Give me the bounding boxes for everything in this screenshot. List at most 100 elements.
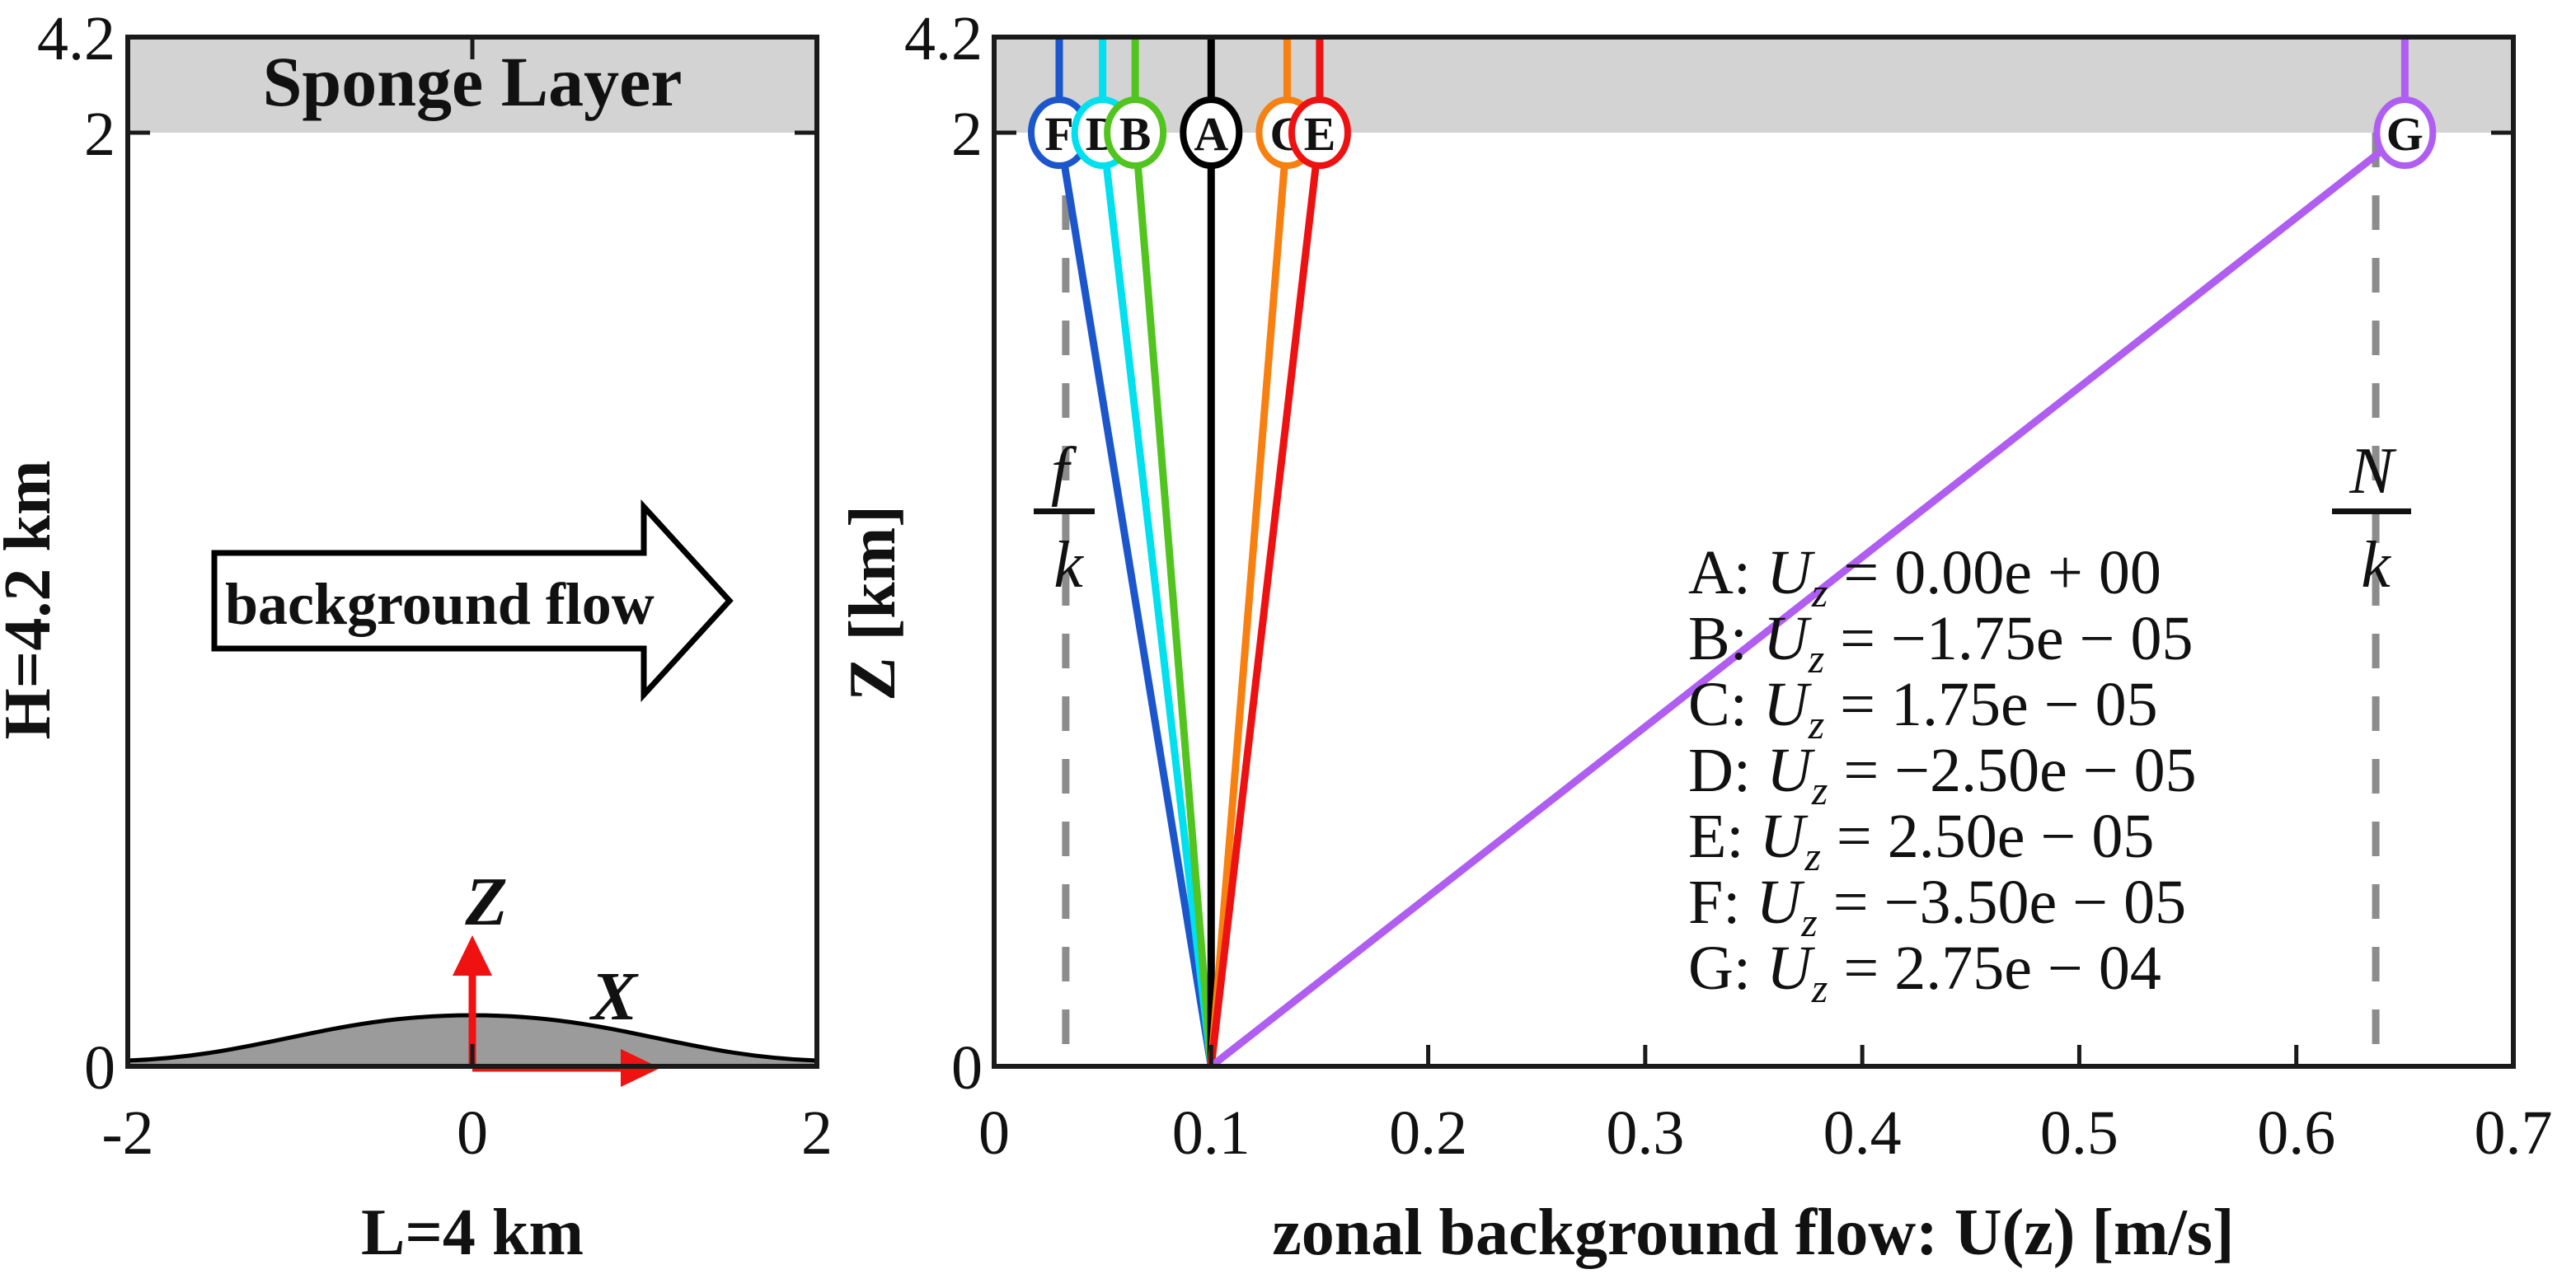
left-xtick-0: 0 bbox=[457, 1098, 488, 1168]
right-xtick-0.1: 0.1 bbox=[1172, 1098, 1250, 1168]
left-xtick-2: 2 bbox=[801, 1098, 833, 1168]
legend-sub-D: z bbox=[1811, 767, 1828, 813]
left-ytick-4.2: 4.2 bbox=[37, 4, 115, 73]
right-xaxis-title: zonal background flow: U(z) [m/s] bbox=[1272, 1197, 2234, 1269]
left-xtick--2: -2 bbox=[101, 1098, 153, 1168]
marker-circle-G bbox=[2373, 96, 2437, 169]
n-over-k-bar bbox=[2332, 508, 2411, 514]
legend-label-A: A: bbox=[1688, 538, 1767, 607]
f-over-k-bar bbox=[1034, 508, 1095, 514]
right-xtick-0.5: 0.5 bbox=[2040, 1098, 2119, 1168]
profile-line-C bbox=[1207, 132, 1291, 1067]
z-axis-arrowhead bbox=[453, 935, 492, 976]
right-xtick-0.4: 0.4 bbox=[1823, 1098, 1902, 1168]
right-yaxis-title: Z [km] bbox=[837, 505, 909, 701]
f-over-k-numerator: f bbox=[1051, 435, 1077, 508]
legend-label-F: F: bbox=[1688, 868, 1756, 937]
marker-E: E bbox=[1288, 96, 1351, 169]
legend-sub-B: z bbox=[1808, 635, 1824, 681]
profile-line-D bbox=[1099, 132, 1215, 1067]
marker-letter-F: F bbox=[1044, 107, 1073, 161]
legend-entry-A: A: Uz = 0.00e + 00 bbox=[1688, 538, 2161, 616]
legend-label-B: B: bbox=[1688, 604, 1763, 673]
right-ytick-4.2: 4.2 bbox=[904, 4, 983, 73]
dashed-reference-lines bbox=[1062, 133, 2380, 1066]
n-over-k-label: N k bbox=[2332, 435, 2411, 602]
marker-circle-B bbox=[1104, 96, 1167, 169]
legend-entry-E: E: Uz = 2.50e − 05 bbox=[1688, 802, 2154, 879]
legend-entry-D: D: Uz = −2.50e − 05 bbox=[1688, 736, 2197, 813]
legend-sub-E: z bbox=[1804, 833, 1820, 879]
legend-var-D: U bbox=[1767, 736, 1815, 805]
f-over-k-denominator: k bbox=[1053, 529, 1084, 602]
legend-var-C: U bbox=[1763, 670, 1812, 739]
n-over-k-denominator: k bbox=[2361, 529, 2391, 602]
right-xtick-0.3: 0.3 bbox=[1606, 1098, 1684, 1168]
legend-entry-B: B: Uz = −1.75e − 05 bbox=[1688, 604, 2194, 681]
legend-value-A: = 0.00e + 00 bbox=[1828, 538, 2161, 607]
profile-line-B bbox=[1131, 132, 1215, 1067]
left-panel: Sponge Layer background flow Z X 4.2 2 0… bbox=[0, 4, 833, 1269]
marker-circle-A bbox=[1180, 96, 1243, 169]
left-xtick-labels: -2 0 2 bbox=[101, 1098, 833, 1168]
legend-value-F: = −3.50e − 05 bbox=[1818, 868, 2186, 937]
marker-letter-G: G bbox=[2386, 107, 2424, 161]
right-xtick-0.7: 0.7 bbox=[2475, 1098, 2553, 1168]
background-flow-arrow: background flow bbox=[211, 499, 734, 703]
legend-value-E: = 2.50e − 05 bbox=[1821, 802, 2154, 871]
profile-line-G bbox=[1208, 129, 2408, 1070]
legend-sub-C: z bbox=[1808, 701, 1824, 747]
profile-line-E bbox=[1207, 132, 1324, 1067]
marker-B: B bbox=[1104, 96, 1167, 169]
right-ytick-0: 0 bbox=[951, 1033, 983, 1103]
left-ytick-0: 0 bbox=[84, 1033, 115, 1103]
profile-lines bbox=[1055, 37, 2409, 1070]
legend-var-G: U bbox=[1767, 934, 1815, 1003]
legend-label-G: G: bbox=[1688, 934, 1767, 1003]
legend-sub-A: z bbox=[1811, 569, 1828, 616]
legend-sub-F: z bbox=[1800, 899, 1817, 945]
marker-letter-B: B bbox=[1119, 107, 1152, 161]
legend-label-C: C: bbox=[1688, 670, 1763, 739]
background-flow-label: background flow bbox=[225, 571, 655, 637]
legend-sub-G: z bbox=[1811, 965, 1828, 1011]
legend-var-F: U bbox=[1756, 868, 1804, 937]
legend-label-E: E: bbox=[1688, 802, 1760, 871]
legend-var-B: U bbox=[1763, 604, 1812, 673]
profile-line-F bbox=[1055, 132, 1215, 1067]
right-xtick-marks bbox=[1208, 1045, 2299, 1066]
legend: A: Uz = 0.00e + 00B: Uz = −1.75e − 05C: … bbox=[1688, 538, 2197, 1011]
right-xtick-0.2: 0.2 bbox=[1389, 1098, 1467, 1168]
left-ytick-2: 2 bbox=[84, 100, 115, 169]
n-over-k-numerator: N bbox=[2348, 435, 2397, 508]
left-xaxis-title: L=4 km bbox=[361, 1197, 584, 1269]
right-sponge-layer-band bbox=[994, 37, 2513, 133]
legend-entry-G: G: Uz = 2.75e − 04 bbox=[1688, 934, 2161, 1011]
legend-value-D: = −2.50e − 05 bbox=[1828, 736, 2196, 805]
right-xtick-labels: 0 0.1 0.2 0.3 0.4 0.5 0.6 0.7 bbox=[978, 1098, 2553, 1168]
flow-arrow-shape bbox=[211, 499, 734, 703]
legend-entry-C: C: Uz = 1.75e − 05 bbox=[1688, 670, 2158, 747]
right-ytick-2: 2 bbox=[951, 100, 983, 169]
legend-entry-F: F: Uz = −3.50e − 05 bbox=[1688, 868, 2186, 945]
left-yaxis-title: H=4.2 km bbox=[0, 461, 64, 740]
marker-G: G bbox=[2373, 96, 2437, 169]
right-xtick-0.6: 0.6 bbox=[2257, 1098, 2335, 1168]
legend-var-E: U bbox=[1760, 802, 1809, 871]
z-axis-letter: Z bbox=[464, 864, 507, 940]
legend-value-B: = −1.75e − 05 bbox=[1824, 604, 2193, 673]
marker-A: A bbox=[1180, 96, 1243, 169]
marker-letter-E: E bbox=[1304, 107, 1336, 161]
x-axis-letter: X bbox=[589, 958, 639, 1035]
legend-var-A: U bbox=[1767, 538, 1815, 607]
marker-circle-E bbox=[1288, 96, 1351, 169]
legend-value-C: = 1.75e − 05 bbox=[1824, 670, 2157, 739]
legend-label-D: D: bbox=[1688, 736, 1767, 805]
right-xtick-0: 0 bbox=[978, 1098, 1010, 1168]
legend-value-G: = 2.75e − 04 bbox=[1828, 934, 2161, 1003]
right-panel-border bbox=[992, 35, 2516, 1069]
